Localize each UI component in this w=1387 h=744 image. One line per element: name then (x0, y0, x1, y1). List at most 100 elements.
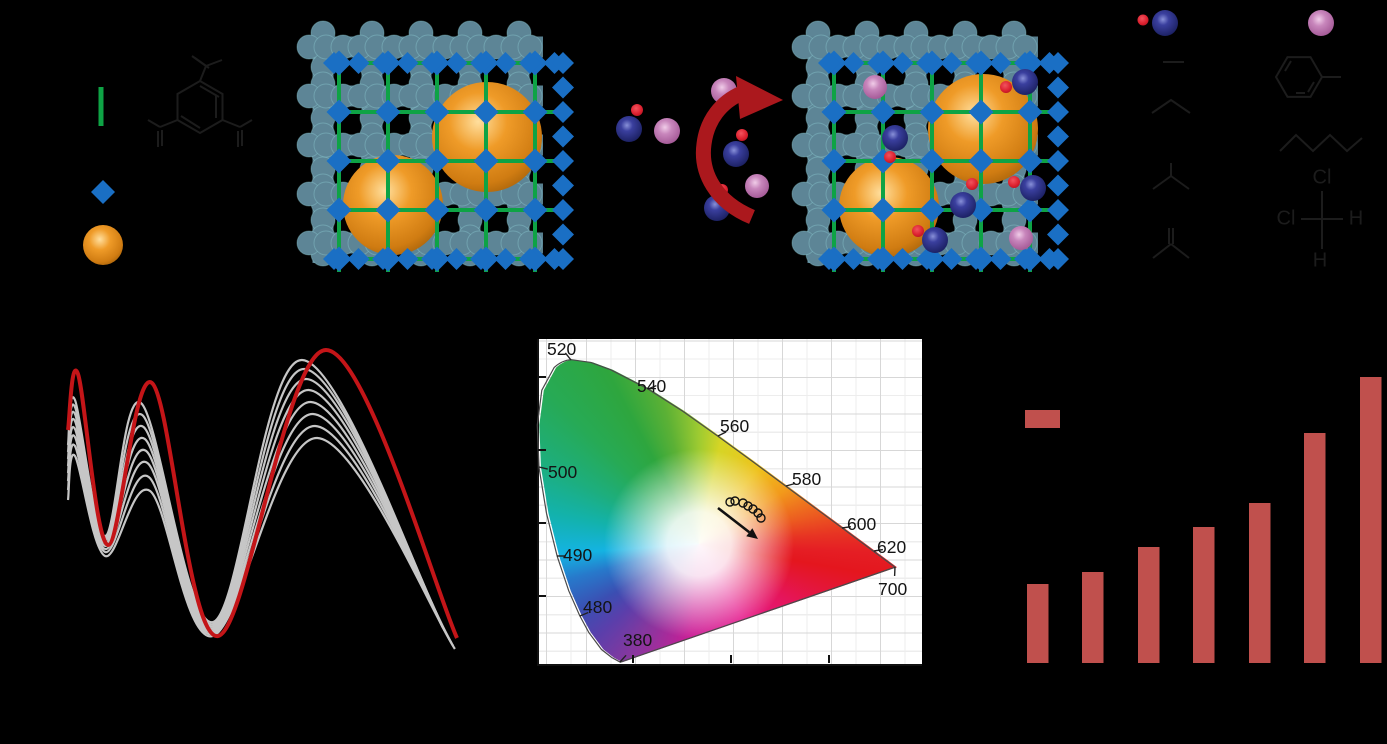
chemical-structure-path (1279, 133, 1363, 153)
cie-wavelength-label-480: 480 (583, 597, 613, 617)
metal-node-diamond (916, 52, 938, 74)
metal-node-diamond (870, 197, 896, 223)
cie-data-point (743, 501, 753, 511)
pink-legend-sphere (1308, 10, 1334, 36)
pink-molecule (654, 118, 680, 144)
wavelength-leader-tick (717, 431, 727, 437)
bar-series-rect (1304, 433, 1326, 663)
navy-molecule (723, 141, 749, 167)
metal-node-diamond (424, 197, 450, 223)
bar-series-rect (1082, 572, 1104, 663)
metal-node-diamond (1047, 199, 1069, 221)
metal-node-diamond (965, 52, 987, 74)
metal-node-diamond (552, 248, 574, 270)
metal-node-diamond (919, 99, 945, 125)
metal-node-diamond (473, 197, 499, 223)
metal-node-diamond (989, 248, 1012, 270)
metal-node-diamond (870, 99, 896, 125)
metal-node-diamond (1017, 99, 1043, 125)
metal-node-diamond (1014, 52, 1036, 74)
wavelength-leader-tick (579, 611, 589, 617)
response-bar-chart (1025, 377, 1382, 663)
atom-label-H: H (1312, 249, 1328, 272)
navy-legend-sphere (1152, 10, 1178, 36)
chemical-structure-path (222, 119, 253, 147)
cie-wavelength-label-600: 600 (847, 514, 877, 534)
metal-node-diamond (445, 52, 468, 74)
red-guest-molecule (912, 225, 924, 237)
wavelength-leader-tick (564, 352, 572, 361)
cie-wavelength-label-520: 520 (547, 339, 577, 359)
chemical-structure-path (180, 85, 220, 129)
bar-series-rect (1193, 527, 1215, 663)
metal-node-diamond (552, 174, 574, 197)
chemical-structure-path (176, 79, 224, 135)
metal-node-diamond (375, 148, 401, 174)
metal-node-diamond (940, 248, 963, 270)
metal-node-diamond (867, 52, 889, 74)
spectrum-curve-gray (66, 400, 451, 641)
chemical-structure-path (1152, 228, 1190, 259)
metal-node-diamond (91, 180, 115, 204)
metal-node-diamond (968, 148, 994, 174)
chemical-structure-path (191, 55, 223, 82)
pink-molecule (745, 174, 769, 198)
cie-wavelength-label-500: 500 (548, 462, 578, 482)
metal-node-diamond (323, 248, 345, 270)
metal-node-diamond (470, 248, 492, 270)
cie-shift-arrow-stem (717, 506, 751, 534)
metal-node-diamond (1017, 148, 1043, 174)
red-molecule (631, 104, 643, 116)
cie-data-point (756, 513, 766, 523)
metal-node-diamond (519, 248, 541, 270)
metal-node-diamond (372, 52, 394, 74)
spectrum-curve-red (66, 347, 459, 639)
metal-node-diamond (396, 248, 419, 270)
metal-node-diamond (375, 197, 401, 223)
mof-lattice-pristine (296, 20, 574, 272)
red-guest-molecule (1008, 176, 1020, 188)
metal-node-diamond (326, 197, 352, 223)
wavelength-leader-tick (619, 654, 627, 663)
metal-node-diamond (1014, 248, 1036, 270)
cie-wavelength-label-700: 700 (878, 579, 908, 599)
navy-guest-molecule (950, 192, 976, 218)
metal-node-diamond (891, 248, 914, 270)
metal-node-diamond (842, 52, 865, 74)
atom-label-H: H (1348, 207, 1364, 230)
metal-node-diamond (552, 199, 574, 221)
chemical-structure-path (1301, 191, 1343, 249)
metal-node-diamond (1047, 52, 1069, 74)
spectrum-curve-gray (66, 412, 453, 644)
cie-data-point (725, 497, 735, 507)
metal-node-diamond (323, 52, 345, 74)
metal-node-diamond (989, 52, 1012, 74)
metal-node-diamond (1017, 197, 1043, 223)
red-molecule (736, 129, 748, 141)
metal-node-diamond (473, 99, 499, 125)
metal-node-diamond (1047, 150, 1069, 172)
wavelength-leader-tick (841, 526, 852, 529)
metal-node-diamond (919, 197, 945, 223)
cie-shift-arrow-head (746, 528, 758, 539)
metal-node-diamond (940, 52, 963, 74)
cie-wavelength-label-490: 490 (563, 545, 593, 565)
metal-node-diamond (470, 52, 492, 74)
wavelength-leader-tick (538, 466, 548, 470)
mof-lattice-with-analytes (791, 20, 1069, 272)
cie-wavelength-label-580: 580 (792, 469, 822, 489)
metal-node-diamond (867, 248, 889, 270)
metal-node-diamond (818, 248, 840, 270)
metal-node-diamond (821, 148, 847, 174)
navy-molecule (616, 116, 642, 142)
bar-series-rect (1027, 584, 1049, 663)
metal-node-diamond (552, 52, 574, 74)
metal-node-diamond (347, 52, 370, 74)
navy-guest-molecule (882, 125, 908, 151)
metal-node-diamond (552, 150, 574, 172)
bar-legend-swatch (1025, 410, 1060, 428)
navy-guest-molecule (1012, 69, 1038, 95)
wavelength-leader-tick (873, 548, 883, 552)
metal-node-diamond (891, 52, 914, 74)
